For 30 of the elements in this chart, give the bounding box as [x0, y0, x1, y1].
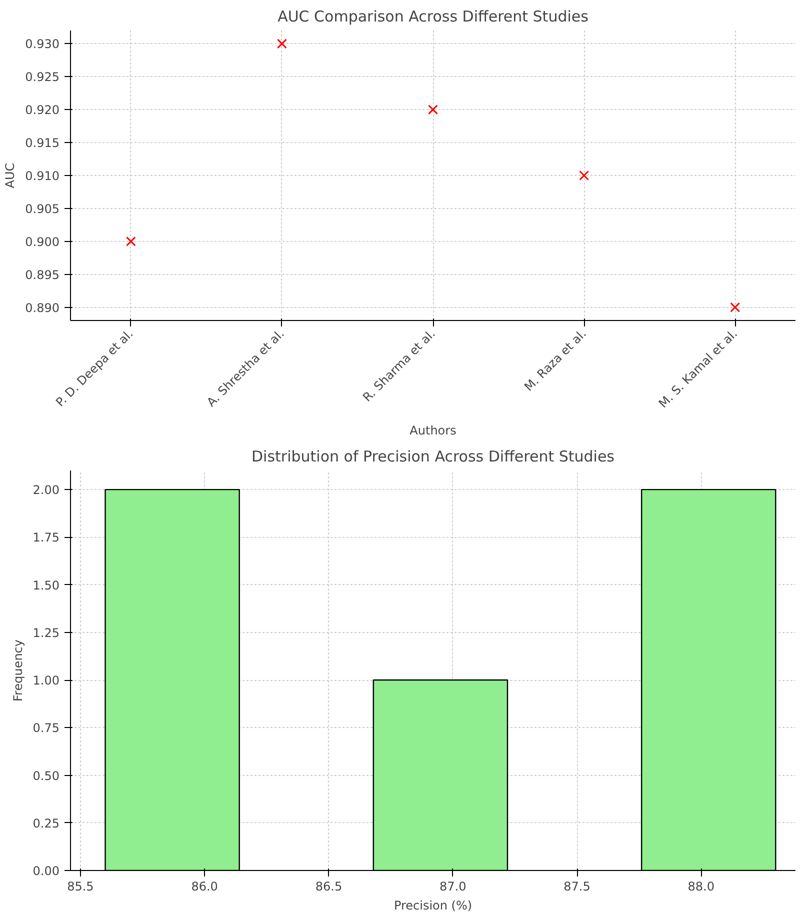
y-tick-label: 0.930: [25, 37, 60, 52]
y-axis-title: AUC: [3, 162, 18, 188]
y-tick-label: 0.915: [25, 136, 60, 150]
x-tick-label: 86.5: [315, 880, 342, 894]
y-tick-label: 0.50: [32, 768, 60, 783]
y-axis-title: Frequency: [10, 639, 25, 702]
y-tick-label: 0.890: [25, 300, 60, 315]
y-tick-label: 0.910: [25, 169, 60, 183]
y-tick-label: 0.920: [25, 103, 60, 118]
x-tick-label: 87.5: [564, 880, 590, 894]
chart-title: AUC Comparison Across Different Studies: [278, 8, 589, 26]
y-tick-label: 1.25: [32, 626, 60, 640]
y-tick-label: 2.00: [32, 483, 60, 498]
x-axis-title: Precision (%): [394, 898, 472, 912]
y-tick-label: 1.50: [32, 578, 60, 592]
y-tick-label: 0.925: [25, 70, 60, 84]
y-tick-label: 0.900: [25, 234, 60, 249]
x-tick-label: 86.0: [191, 880, 218, 894]
x-axis-title: Authors: [410, 424, 456, 438]
y-tick-label: 0.75: [32, 721, 60, 736]
chart-title: Distribution of Precision Across Different Studies: [252, 448, 615, 466]
x-tick-label: 87.0: [440, 880, 466, 894]
y-tick-label: 0.00: [32, 864, 60, 878]
x-tick-label: 88.0: [688, 880, 715, 894]
y-tick-label: 0.895: [25, 268, 60, 282]
y-tick-label: 1.75: [32, 530, 60, 545]
y-tick-label: 0.905: [25, 202, 60, 216]
x-tick-label: 85.5: [67, 880, 94, 894]
y-tick-label: 0.25: [32, 816, 60, 830]
y-tick-label: 1.00: [32, 674, 60, 688]
